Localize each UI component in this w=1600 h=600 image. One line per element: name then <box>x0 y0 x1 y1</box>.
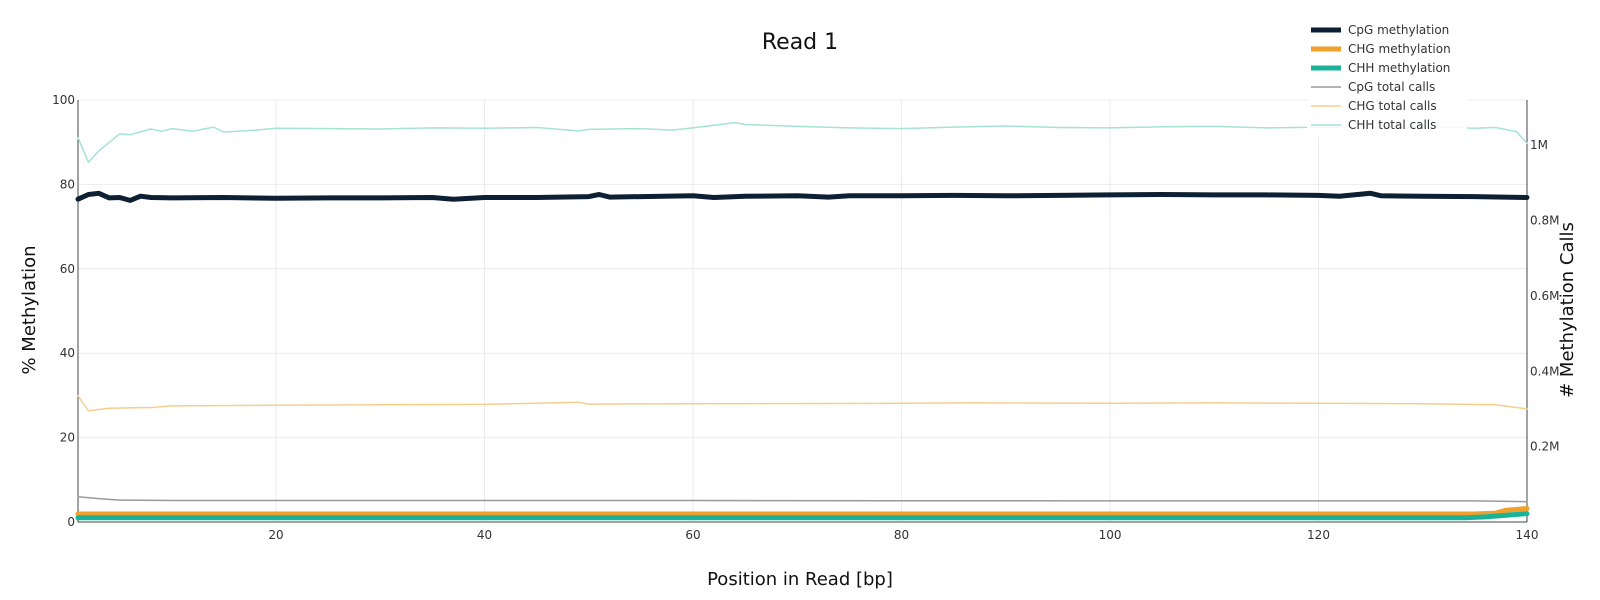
legend-background <box>1307 19 1467 137</box>
y2-tick-label: 1M <box>1530 138 1548 152</box>
grid-lines <box>78 99 1528 522</box>
y-tick-label: 40 <box>60 346 75 360</box>
legend-item-chg-total-calls[interactable]: CHG total calls <box>1311 99 1437 113</box>
legend-label: CHH total calls <box>1348 118 1436 132</box>
x-axis-title: Position in Read [bp] <box>707 569 893 590</box>
y-tick-label: 80 <box>60 177 75 191</box>
x-tick-label: 20 <box>268 528 283 542</box>
y-tick-label: 100 <box>52 93 75 107</box>
x-tick-label: 100 <box>1099 528 1122 542</box>
y2-tick-label: 0.8M <box>1530 214 1559 228</box>
legend-label: CHG methylation <box>1348 42 1451 56</box>
legend-item-cpg-methylation[interactable]: CpG methylation <box>1311 23 1449 37</box>
y2-tick-label: 0.2M <box>1530 440 1559 454</box>
legend-label: CHG total calls <box>1348 99 1437 113</box>
legend-item-cpg-total-calls[interactable]: CpG total calls <box>1311 80 1435 94</box>
x-tick-label: 80 <box>894 528 909 542</box>
legend-item-chh-methylation[interactable]: CHH methylation <box>1311 61 1450 75</box>
legend-item-chh-total-calls[interactable]: CHH total calls <box>1311 118 1436 132</box>
y-tick-label: 60 <box>60 262 75 276</box>
series-line-cpg-total-calls <box>77 496 1528 503</box>
legend-item-chg-methylation[interactable]: CHG methylation <box>1311 42 1451 56</box>
chart-title: Read 1 <box>762 30 838 55</box>
series-line-chg-methylation <box>75 506 1530 517</box>
y-tick-label: 20 <box>60 431 75 445</box>
y-tick-label: 0 <box>67 515 75 529</box>
legend-label: CpG methylation <box>1348 23 1449 37</box>
series-line-cpg-methylation <box>75 190 1530 203</box>
series-line-chh-methylation <box>75 511 1530 521</box>
legend: CpG methylation CHG methylation CHH methyl… <box>1307 19 1467 137</box>
x-tick-label: 120 <box>1307 528 1330 542</box>
y2-axis-title: # Methylation Calls <box>1557 222 1578 398</box>
x-tick-label: 60 <box>685 528 700 542</box>
series-line-chh-total-calls <box>77 121 1528 163</box>
tick-labels: 20 40 60 80 100 120 140 0 20 40 60 80 100 0.2M 0.4M 0.6… <box>52 93 1559 542</box>
x-tick-label: 140 <box>1516 528 1539 542</box>
y2-tick-label: 0.4M <box>1530 364 1559 378</box>
axes <box>77 100 1528 523</box>
x-tick-label: 40 <box>477 528 492 542</box>
series-lines <box>75 121 1530 521</box>
legend-label: CpG total calls <box>1348 80 1435 94</box>
y-axis-title: % Methylation <box>19 245 40 374</box>
y2-tick-label: 0.6M <box>1530 289 1559 303</box>
series-line-chg-total-calls <box>77 395 1528 412</box>
legend-label: CHH methylation <box>1348 61 1450 75</box>
